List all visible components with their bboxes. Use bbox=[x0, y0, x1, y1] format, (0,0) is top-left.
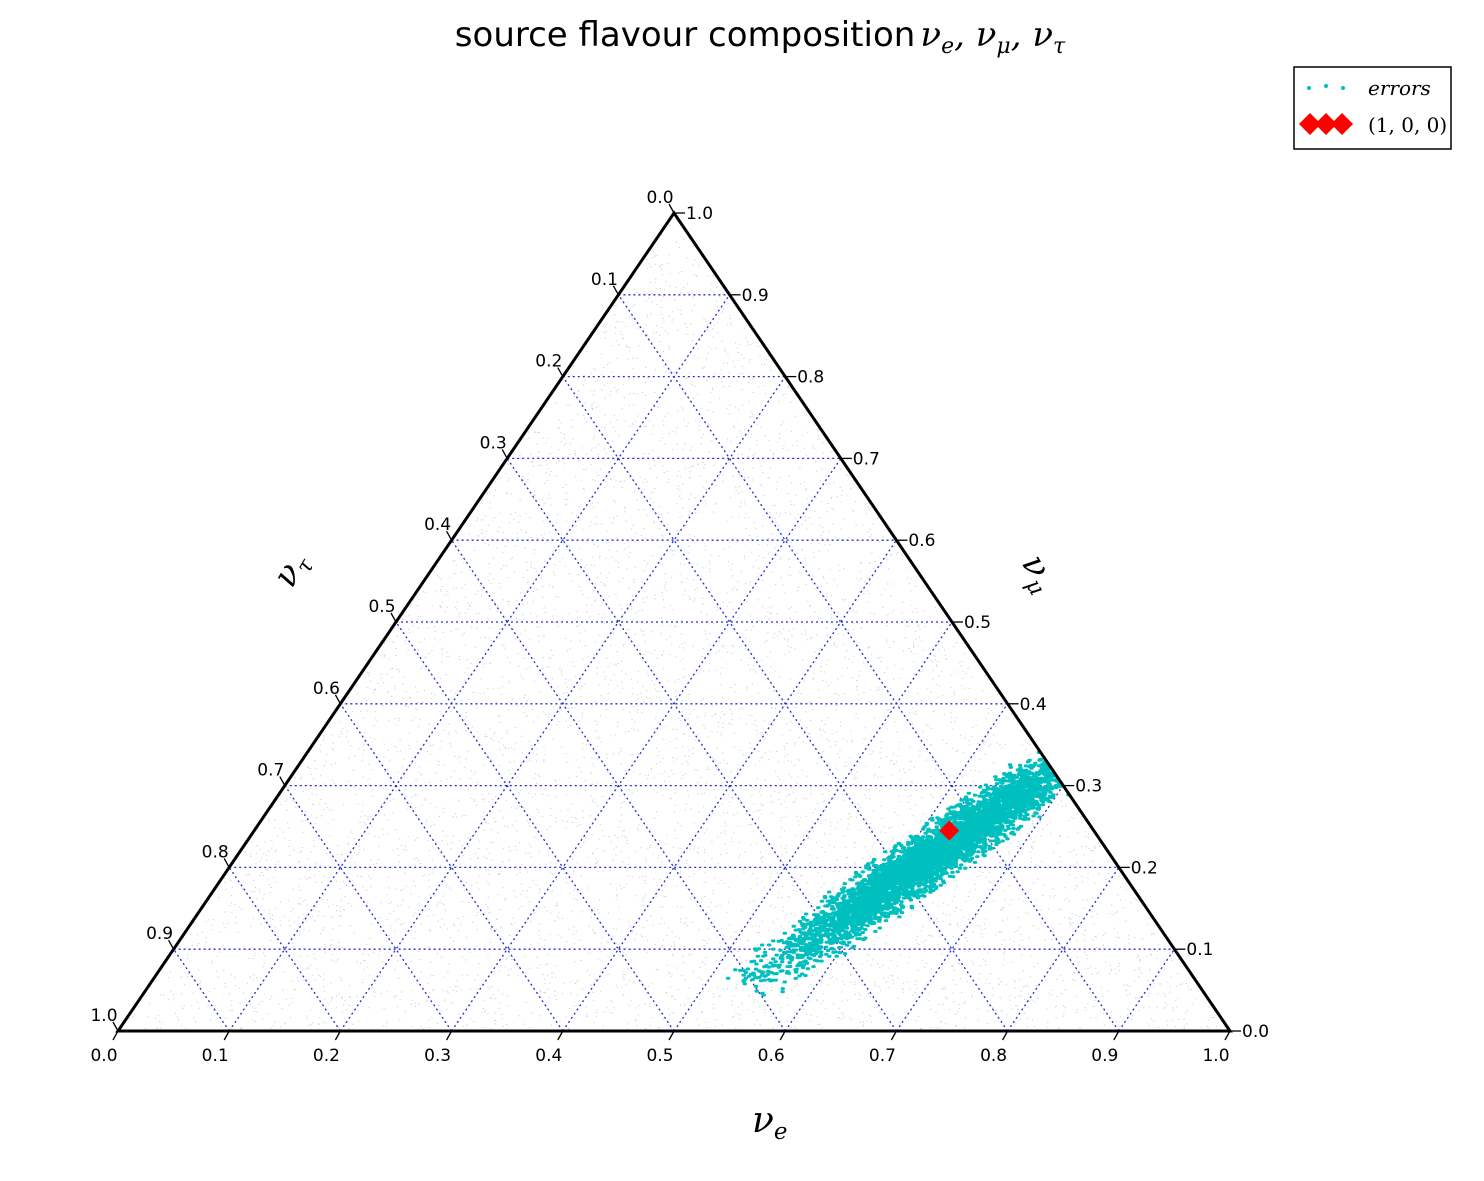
title-nu-mu-sub: μ bbox=[996, 34, 1010, 59]
gridline-nu-tau bbox=[173, 948, 230, 1031]
tick-label-nu-e: 0.9 bbox=[1091, 1046, 1118, 1066]
reference-point-marker bbox=[939, 820, 960, 841]
gridline-nu-e bbox=[673, 621, 953, 1031]
tick-nu-e bbox=[1224, 1030, 1231, 1041]
tick-nu-e bbox=[1002, 1030, 1009, 1041]
title-nu-tau-sub: τ bbox=[1053, 34, 1066, 59]
tick-nu-tau bbox=[501, 449, 508, 459]
tick-nu-e bbox=[557, 1030, 564, 1041]
axis-label-nu-e: νe bbox=[752, 1100, 788, 1145]
reference-point-series bbox=[939, 820, 960, 841]
axis-label-nu-tau: ντ bbox=[265, 545, 320, 596]
tick-nu-e bbox=[334, 1030, 341, 1041]
title-nu-tau-base: ν bbox=[1032, 15, 1053, 55]
gridline-nu-tau bbox=[395, 621, 675, 1031]
tick-label-nu-mu: 0.2 bbox=[1131, 858, 1158, 878]
axis-label-nu-mu: νμ bbox=[1010, 547, 1066, 599]
gridlines bbox=[173, 294, 1175, 1031]
triangle-frame bbox=[115, 210, 1233, 1033]
chart-title: source flavour composition νe, νμ, ντ bbox=[455, 15, 1066, 59]
gridline-nu-e bbox=[562, 539, 897, 1031]
tick-nu-tau bbox=[557, 367, 564, 377]
gridline-nu-tau bbox=[339, 703, 564, 1031]
tick-label-nu-tau: 0.4 bbox=[424, 515, 451, 535]
tick-label-nu-tau: 0.3 bbox=[480, 433, 507, 453]
tick-nu-tau bbox=[223, 858, 230, 868]
tick-nu-tau bbox=[279, 776, 286, 786]
tick-label-nu-tau: 0.0 bbox=[646, 188, 673, 208]
tick-nu-e bbox=[1113, 1030, 1120, 1041]
tick-label-nu-mu: 0.1 bbox=[1186, 940, 1213, 960]
legend: errors (1, 0, 0) bbox=[1293, 66, 1452, 150]
background-noise bbox=[125, 225, 1226, 1031]
tick-nu-tau bbox=[112, 1021, 119, 1032]
tick-label-nu-e: 0.7 bbox=[869, 1046, 896, 1066]
tick-nu-e bbox=[446, 1030, 453, 1041]
tick-label-nu-e: 0.6 bbox=[758, 1046, 785, 1066]
tick-nu-tau bbox=[612, 285, 619, 296]
tick-label-nu-e: 0.8 bbox=[980, 1046, 1007, 1066]
tick-nu-e bbox=[223, 1030, 230, 1041]
tick-label-nu-mu: 0.0 bbox=[1242, 1022, 1269, 1042]
chart-title-prefix: source flavour composition bbox=[455, 15, 916, 55]
tick-label-nu-mu: 0.9 bbox=[742, 286, 769, 306]
tick-label-nu-e: 0.3 bbox=[424, 1046, 451, 1066]
tick-nu-tau bbox=[390, 612, 397, 623]
gridline-nu-tau bbox=[506, 458, 897, 1031]
tick-nu-e bbox=[890, 1030, 897, 1041]
tick-nu-tau bbox=[334, 694, 341, 705]
gridline-nu-e bbox=[784, 703, 1009, 1031]
tick-label-nu-e: 0.4 bbox=[535, 1046, 562, 1066]
tick-nu-tau bbox=[446, 530, 453, 541]
tick-nu-tau bbox=[168, 939, 175, 950]
tick-label-nu-mu: 0.6 bbox=[908, 531, 935, 551]
gridline-nu-e bbox=[1118, 948, 1175, 1031]
title-nu-mu-base: ν bbox=[976, 15, 997, 55]
tick-label-nu-e: 1.0 bbox=[1202, 1046, 1229, 1066]
tick-label-nu-tau: 1.0 bbox=[90, 1006, 117, 1026]
tick-nu-e bbox=[112, 1030, 119, 1041]
left-axis-ticks: 0.0 0.1 0.2 0.3 0.4 0.5 0.6 0.7 0.8 0.9 1.0 bbox=[90, 188, 675, 1032]
gridline-nu-tau bbox=[617, 294, 1120, 1031]
legend-point-marker bbox=[1299, 113, 1353, 135]
gridline-nu-e bbox=[228, 294, 731, 1031]
gridline-nu-tau bbox=[451, 539, 786, 1031]
legend-errors-marker bbox=[1307, 84, 1345, 90]
tick-label-nu-e: 0.0 bbox=[90, 1046, 117, 1066]
tick-label-nu-tau: 0.5 bbox=[368, 597, 395, 617]
tick-label-nu-tau: 0.9 bbox=[146, 924, 173, 944]
tick-label-nu-mu: 0.7 bbox=[853, 449, 880, 469]
tick-nu-tau bbox=[668, 203, 675, 214]
tick-label-nu-tau: 0.7 bbox=[257, 761, 284, 781]
legend-frame bbox=[1293, 66, 1452, 150]
tick-label-nu-tau: 0.1 bbox=[591, 270, 618, 290]
tick-label-nu-mu: 0.8 bbox=[797, 368, 824, 388]
tick-label-nu-mu: 1.0 bbox=[686, 204, 713, 224]
tick-label-nu-mu: 0.5 bbox=[964, 613, 991, 633]
tick-label-nu-e: 0.5 bbox=[646, 1046, 673, 1066]
tick-label-nu-tau: 0.6 bbox=[313, 679, 340, 699]
tick-label-nu-mu: 0.4 bbox=[1020, 695, 1047, 715]
title-nu-e-base: ν bbox=[920, 15, 941, 55]
tick-nu-e bbox=[668, 1030, 675, 1041]
right-axis-ticks: 0.0 0.1 0.2 0.3 0.4 0.5 0.6 0.7 0.8 0.9 1.0 bbox=[674, 204, 1269, 1042]
legend-point-label: (1, 0, 0) bbox=[1368, 113, 1447, 137]
gridline-nu-e bbox=[451, 458, 842, 1031]
tick-label-nu-tau: 0.8 bbox=[202, 842, 229, 862]
tick-label-nu-tau: 0.2 bbox=[535, 352, 562, 372]
tick-label-nu-e: 0.1 bbox=[202, 1046, 229, 1066]
errors-points bbox=[725, 715, 1132, 997]
legend-errors-label: errors bbox=[1368, 76, 1431, 100]
background-texture bbox=[125, 225, 1226, 1031]
title-nu-e-sub: e bbox=[941, 34, 954, 59]
tick-label-nu-e: 0.2 bbox=[313, 1046, 340, 1066]
tick-label-nu-mu: 0.3 bbox=[1075, 777, 1102, 797]
tick-nu-e bbox=[779, 1030, 786, 1041]
bottom-axis-ticks: 0.0 0.1 0.2 0.3 0.4 0.5 0.6 0.7 0.8 0.9 1.0 bbox=[90, 1030, 1231, 1066]
errors-scatter bbox=[725, 715, 1132, 997]
